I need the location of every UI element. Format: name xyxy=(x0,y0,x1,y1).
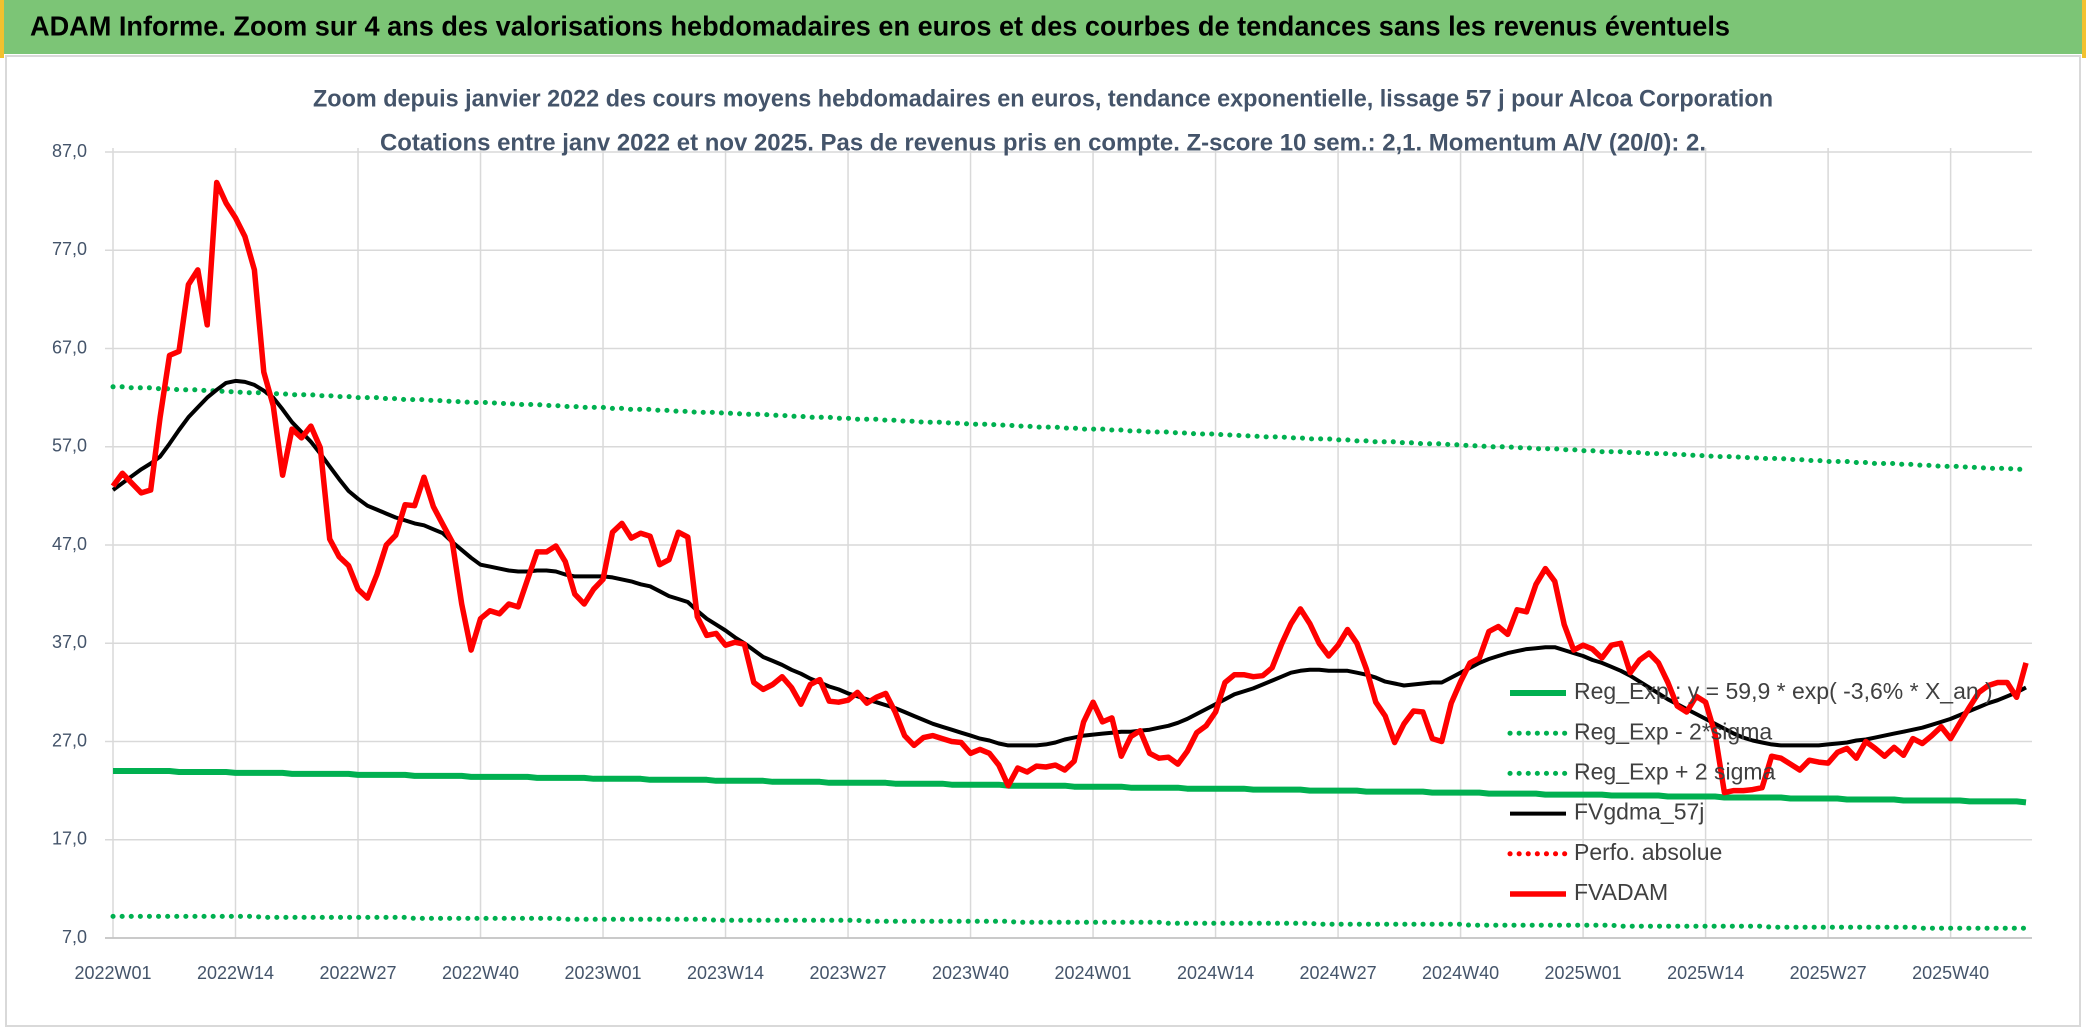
y-tick-label: 47,0 xyxy=(52,534,87,554)
header-edge xyxy=(2082,0,2086,58)
chart-frame xyxy=(5,55,2081,1027)
x-tick-label: 2022W14 xyxy=(197,963,274,983)
legend-label: Reg_Exp + 2 sigma xyxy=(1574,758,1776,784)
x-tick-label: 2025W14 xyxy=(1667,963,1744,983)
legend-label: FVgdma_57j xyxy=(1574,799,1704,825)
header-edge xyxy=(0,0,4,58)
x-tick-label: 2024W01 xyxy=(1055,963,1132,983)
series-line xyxy=(110,179,2029,796)
x-tick-label: 2025W40 xyxy=(1912,963,1989,983)
y-tick-label: 77,0 xyxy=(52,239,87,259)
y-tick-label: 7,0 xyxy=(62,927,87,947)
series-line xyxy=(113,768,2027,806)
header-title: ADAM Informe. Zoom sur 4 ans des valoris… xyxy=(30,10,1730,41)
legend-label: FVADAM xyxy=(1574,879,1668,905)
y-tick-label: 67,0 xyxy=(52,337,87,357)
legend-label: Reg_Exp : y = 59,9 * exp( -3,6% * X_an ) xyxy=(1574,678,1993,704)
plot-area: 7,0 17,0 27,0 37,0 47,0 57,0 67,0 77,0 87,0 2022W… xyxy=(52,141,2032,983)
legend-label: Reg_Exp - 2*sigma xyxy=(1574,718,1772,744)
x-tick-label: 2023W01 xyxy=(564,963,641,983)
x-tick-label: 2025W01 xyxy=(1545,963,1622,983)
x-tick-label: 2022W01 xyxy=(74,963,151,983)
y-tick-label: 27,0 xyxy=(52,730,87,750)
y-tick-label: 17,0 xyxy=(52,829,87,849)
x-tick-label: 2023W14 xyxy=(687,963,764,983)
series-line xyxy=(110,913,2029,931)
chart-title: Zoom depuis janvier 2022 des cours moyen… xyxy=(313,85,1773,112)
legend-label: Perfo. absolue xyxy=(1574,839,1722,865)
y-tick-label: 37,0 xyxy=(52,632,87,652)
x-tick-label: 2024W40 xyxy=(1422,963,1499,983)
chart-subtitle: Cotations entre janv 2022 et nov 2025. P… xyxy=(380,129,1706,156)
x-tick-label: 2022W27 xyxy=(319,963,396,983)
x-tick-label: 2024W14 xyxy=(1177,963,1254,983)
y-tick-label: 87,0 xyxy=(52,141,87,161)
x-tick-label: 2023W27 xyxy=(810,963,887,983)
series-line xyxy=(111,378,2027,748)
x-tick-label: 2022W40 xyxy=(442,963,519,983)
header-bar xyxy=(0,0,2086,54)
x-tick-label: 2025W27 xyxy=(1790,963,1867,983)
y-tick-label: 57,0 xyxy=(52,436,87,456)
x-tick-label: 2024W27 xyxy=(1300,963,1377,983)
x-tick-label: 2023W40 xyxy=(932,963,1009,983)
series-line xyxy=(110,384,2029,472)
